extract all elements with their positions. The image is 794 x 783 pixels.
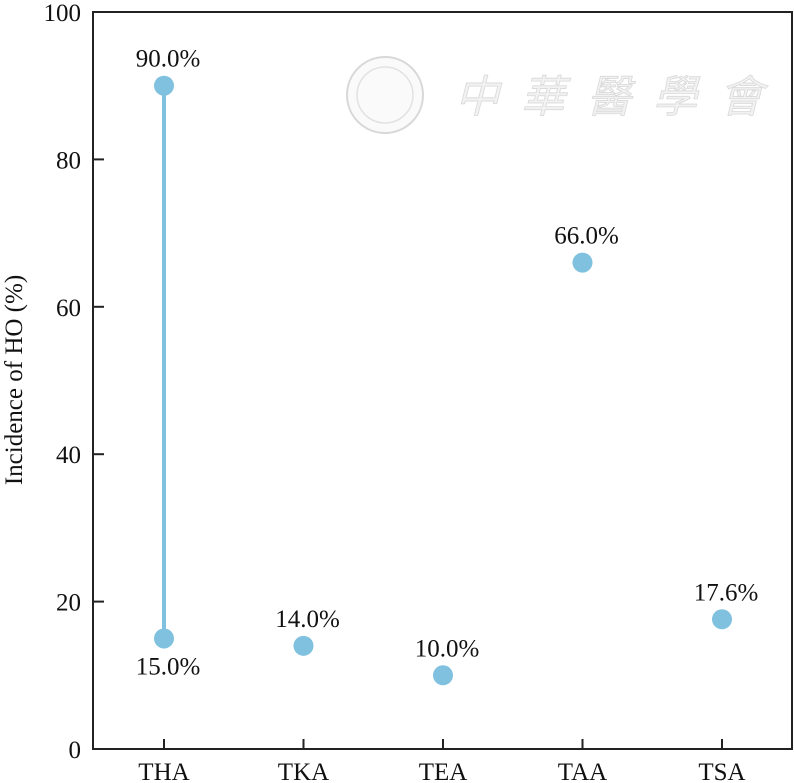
- y-tick-label: 40: [56, 442, 81, 469]
- data-point-tha: [154, 75, 174, 96]
- watermark-seal: [346, 56, 424, 134]
- data-label: 90.0%: [136, 46, 201, 73]
- data-point-tsa: [712, 609, 732, 630]
- x-tick-label: TAA: [558, 759, 607, 783]
- data-point-taa: [572, 252, 593, 273]
- data-label: 14.0%: [275, 606, 340, 633]
- data-point-tea: [433, 665, 453, 686]
- data-label: 17.6%: [694, 579, 759, 606]
- x-tick-label: TEA: [419, 759, 468, 783]
- watermark-text: 中華醫學會: [455, 73, 785, 122]
- y-axis-title: Incidence of HO (%): [1, 275, 28, 485]
- y-tick-label: 20: [56, 590, 81, 617]
- marks: 90.0% 15.0% 14.0% 10.0% 66.0% 17.6%: [136, 46, 759, 686]
- axes: 0 20 40 60 80 100 THA TKA TEA TAA TSA: [44, 0, 793, 783]
- data-point-tha: [154, 628, 174, 649]
- y-tick-label: 60: [56, 295, 81, 322]
- y-tick-label: 100: [44, 0, 82, 27]
- watermark: 中華醫學會: [346, 56, 785, 134]
- data-label: 10.0%: [415, 635, 480, 662]
- y-tick-label: 80: [56, 147, 81, 174]
- x-tick-label: TKA: [278, 759, 329, 783]
- x-tick-label: TSA: [698, 759, 745, 783]
- data-label: 66.0%: [554, 223, 619, 250]
- data-label: 15.0%: [136, 653, 201, 680]
- watermark-seal-inner: [356, 66, 414, 124]
- y-tick-label: 0: [69, 737, 82, 764]
- data-point-tka: [293, 635, 314, 656]
- x-tick-label: THA: [138, 759, 189, 783]
